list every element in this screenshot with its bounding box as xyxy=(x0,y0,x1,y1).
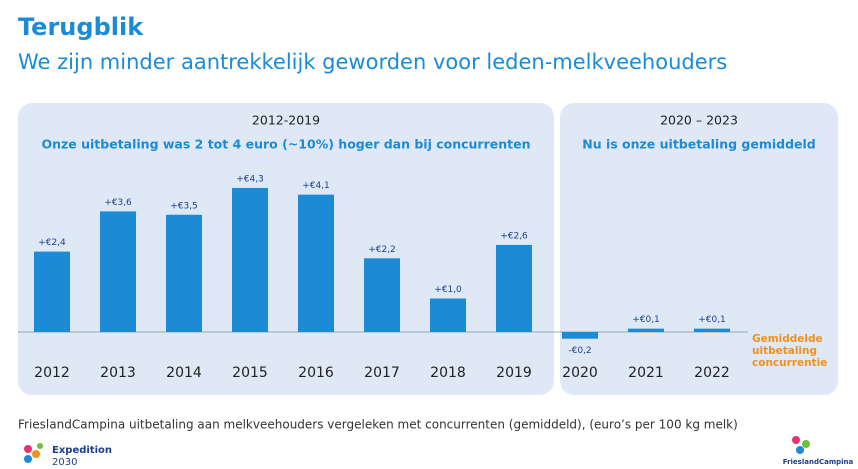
bar xyxy=(628,328,664,332)
x-tick-label: 2021 xyxy=(628,365,664,381)
value-label: -€0,2 xyxy=(568,346,591,356)
x-tick-label: 2022 xyxy=(694,365,730,381)
logo-dot xyxy=(32,450,40,458)
brand-logo xyxy=(792,436,810,454)
x-tick-label: 2015 xyxy=(232,365,268,381)
logo-dot xyxy=(796,446,804,454)
logo-dot xyxy=(37,443,43,449)
logo-dot xyxy=(24,455,32,463)
bar xyxy=(298,194,334,332)
value-label: +€2,4 xyxy=(38,238,66,248)
baseline-label: concurrentie xyxy=(752,357,827,369)
panel-background xyxy=(18,103,554,395)
bar xyxy=(166,214,202,332)
logo-dot xyxy=(802,440,810,448)
bar xyxy=(364,258,400,332)
bar xyxy=(100,211,136,332)
value-label: +€4,3 xyxy=(236,174,264,184)
bar xyxy=(232,187,268,332)
footer-brand: FrieslandCampina xyxy=(783,458,854,466)
value-label: +€0,1 xyxy=(698,315,726,325)
value-label: +€0,1 xyxy=(632,315,660,325)
baseline-label: Gemiddelde xyxy=(752,333,823,345)
footer-program: Expedition xyxy=(52,445,112,456)
slide-subtitle: We zijn minder aantrekkelijk geworden vo… xyxy=(18,50,727,74)
x-tick-label: 2012 xyxy=(34,365,70,381)
panel-background xyxy=(560,103,838,395)
footnote: FrieslandCampina uitbetaling aan melkvee… xyxy=(18,418,738,432)
footer-year: 2030 xyxy=(52,457,77,468)
panel-period: 2012-2019 xyxy=(252,113,320,128)
slide-title: Terugblik xyxy=(18,13,144,41)
logo-dot xyxy=(24,445,32,453)
value-label: +€2,2 xyxy=(368,245,396,255)
baseline-label: uitbetaling xyxy=(752,345,817,357)
x-tick-label: 2017 xyxy=(364,365,400,381)
x-tick-label: 2014 xyxy=(166,365,202,381)
x-tick-label: 2016 xyxy=(298,365,334,381)
value-label: +€4,1 xyxy=(302,181,330,191)
x-tick-label: 2018 xyxy=(430,365,466,381)
panel-period: 2020 – 2023 xyxy=(660,113,738,128)
value-label: +€1,0 xyxy=(434,285,462,295)
x-tick-label: 2019 xyxy=(496,365,532,381)
bar xyxy=(694,328,730,332)
bar xyxy=(34,251,70,332)
x-tick-label: 2020 xyxy=(562,365,598,381)
x-tick-label: 2013 xyxy=(100,365,136,381)
logo-dot xyxy=(792,436,800,444)
value-label: +€3,6 xyxy=(104,198,132,208)
panel-heading: Onze uitbetaling was 2 tot 4 euro (~10%)… xyxy=(41,137,530,152)
panel-heading: Nu is onze uitbetaling gemiddeld xyxy=(582,137,815,152)
bar xyxy=(430,298,466,332)
value-label: +€2,6 xyxy=(500,231,528,241)
bar xyxy=(496,244,532,332)
value-label: +€3,5 xyxy=(170,201,198,211)
bar xyxy=(562,332,598,339)
expedition-logo xyxy=(24,443,43,463)
